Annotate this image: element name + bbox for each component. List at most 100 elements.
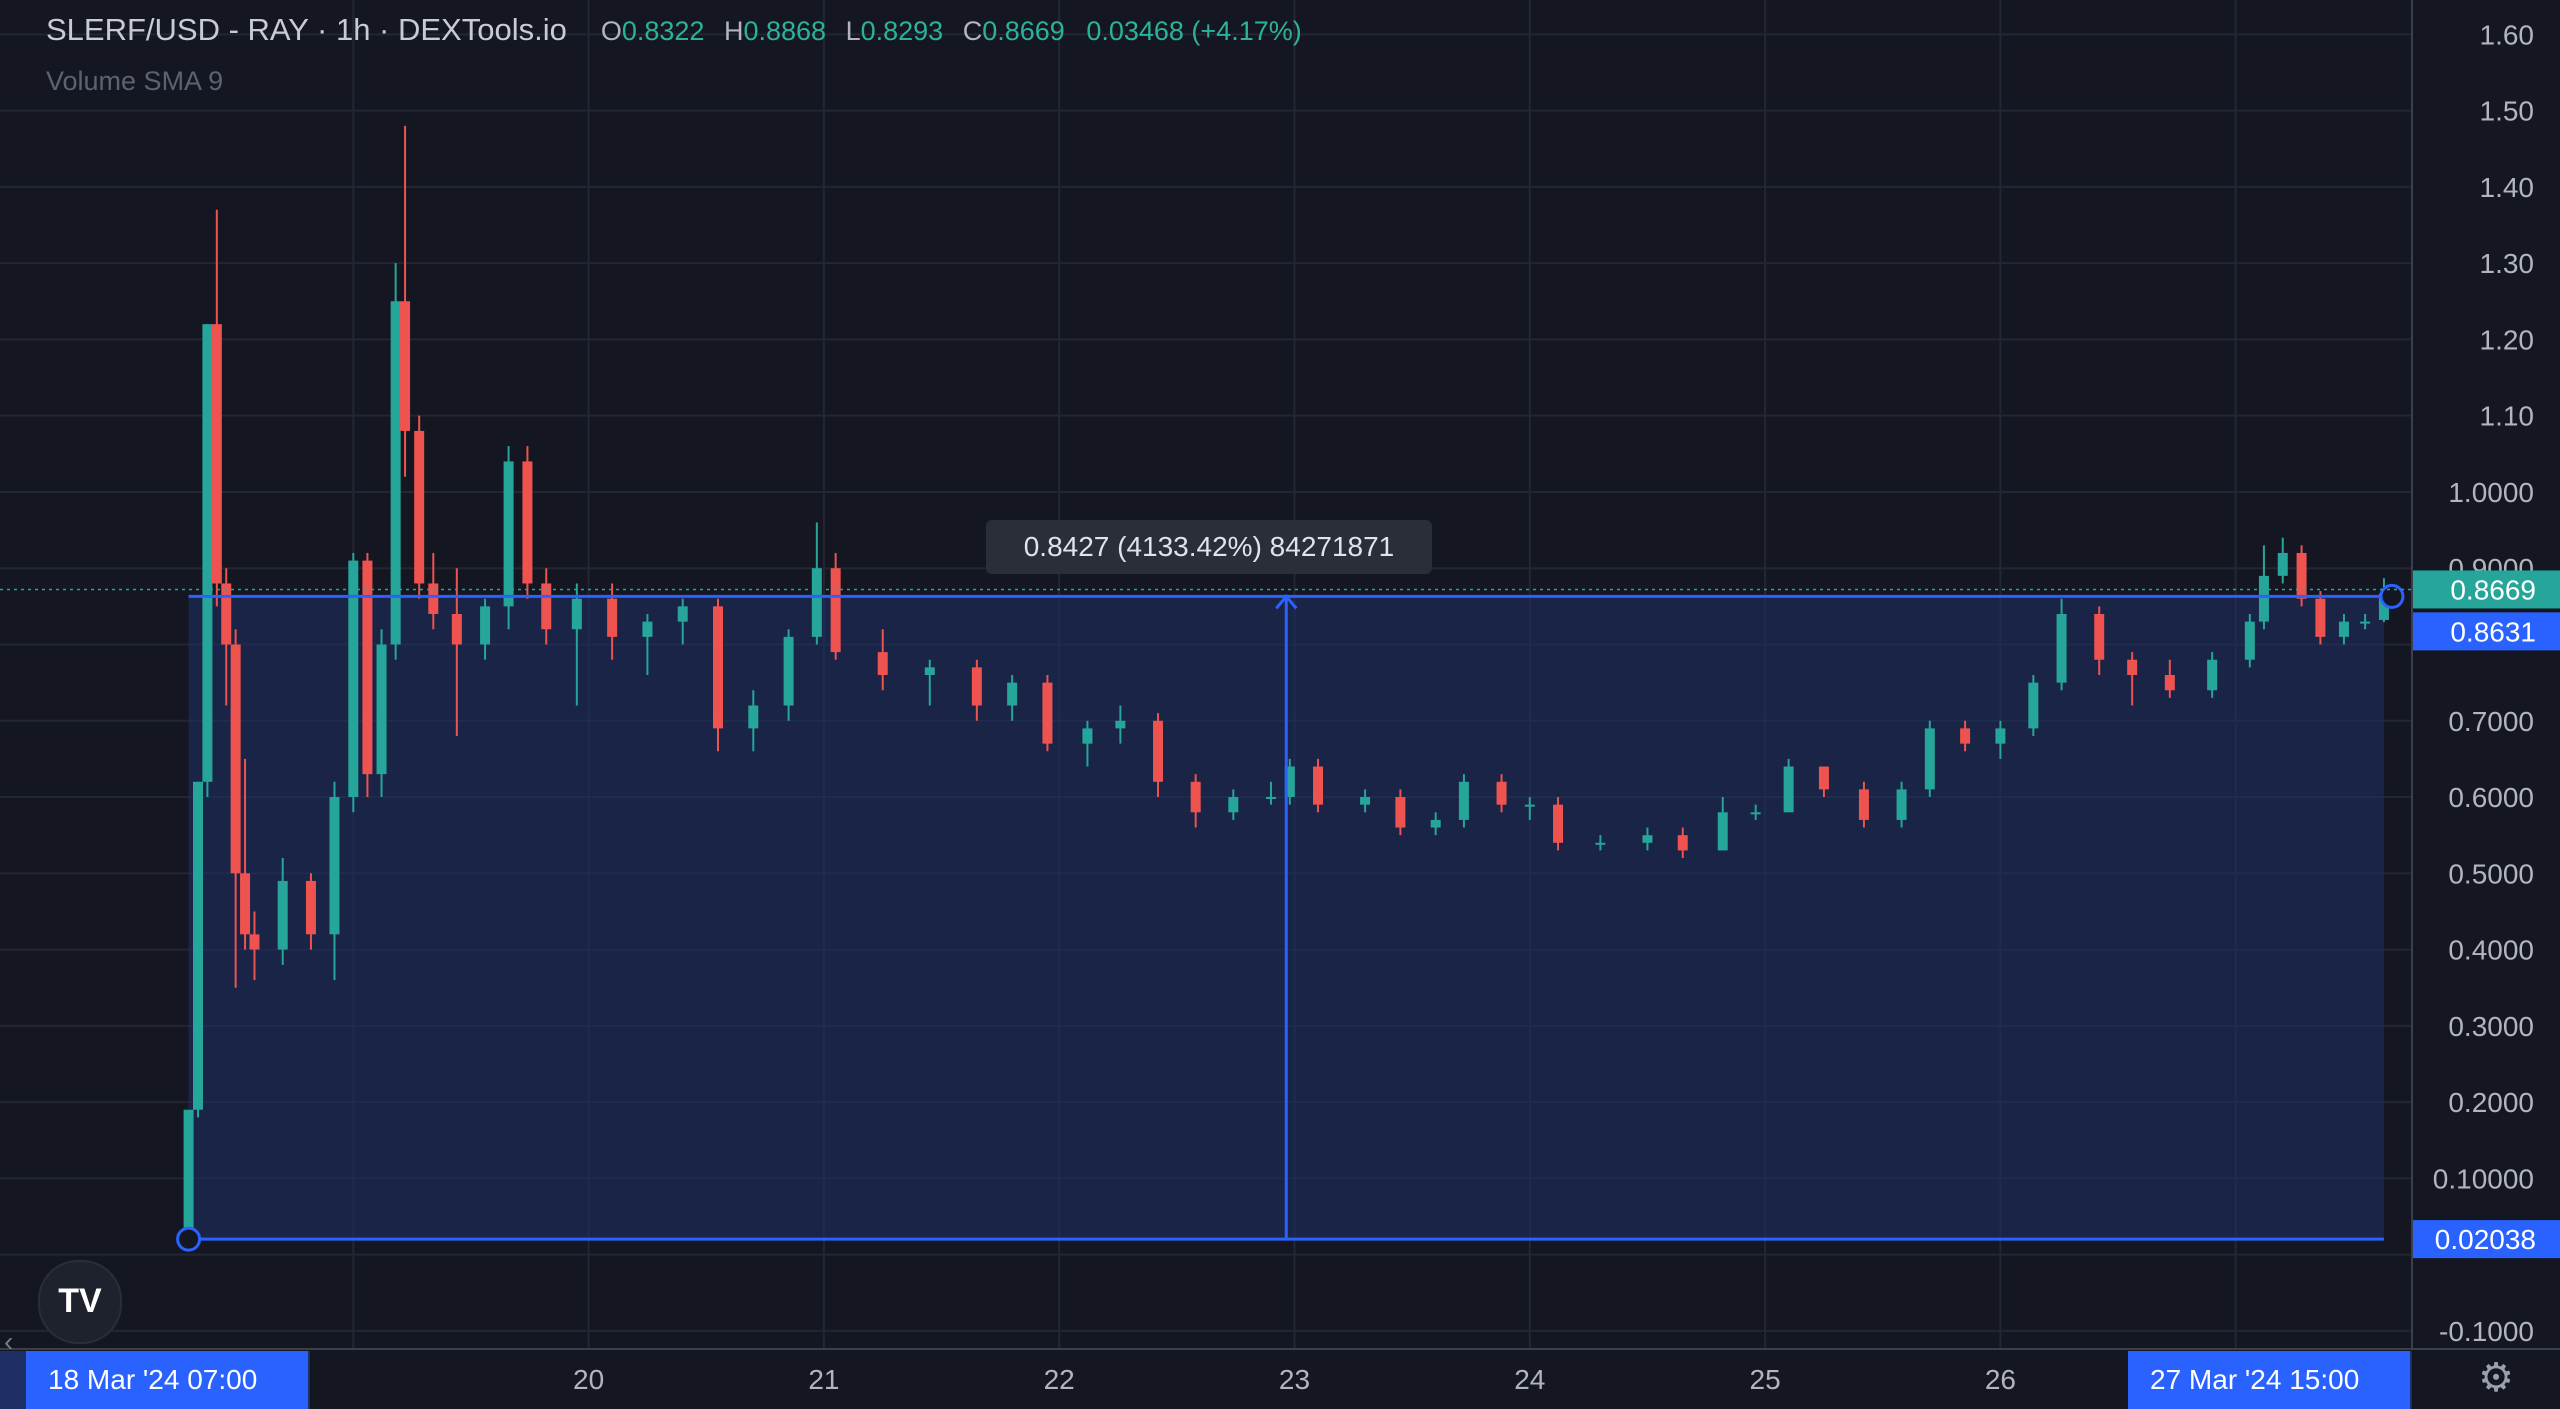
candle[interactable] — [2127, 652, 2138, 706]
candle[interactable] — [1313, 758, 1324, 813]
candle[interactable] — [1284, 758, 1295, 805]
candle[interactable] — [1818, 766, 1829, 798]
candle-body — [451, 613, 462, 645]
candle[interactable] — [1924, 720, 1935, 798]
candle[interactable] — [2207, 652, 2218, 698]
candle-body — [607, 598, 618, 637]
candle[interactable] — [2094, 606, 2105, 675]
candle[interactable] — [1524, 797, 1535, 820]
candle[interactable] — [522, 446, 533, 599]
candle[interactable] — [348, 552, 359, 813]
candle[interactable] — [277, 858, 288, 965]
candle[interactable] — [2164, 659, 2175, 698]
candle[interactable] — [1153, 713, 1164, 798]
candle[interactable] — [1458, 774, 1469, 828]
candle[interactable] — [783, 629, 794, 721]
candle[interactable] — [503, 446, 514, 630]
candle[interactable] — [376, 629, 387, 798]
candle[interactable] — [305, 873, 316, 950]
indicator-label[interactable]: Volume SMA 9 — [46, 66, 224, 96]
candle[interactable] — [713, 598, 724, 752]
candle[interactable] — [193, 781, 204, 1118]
candle[interactable] — [2244, 613, 2255, 668]
candle-body — [748, 705, 759, 729]
candle[interactable] — [1496, 774, 1507, 813]
candle[interactable] — [1360, 789, 1371, 813]
candle-body — [1082, 728, 1093, 744]
candle[interactable] — [642, 613, 653, 675]
candle-body — [2378, 593, 2389, 620]
candle-body — [1153, 720, 1164, 782]
candle[interactable] — [811, 522, 822, 645]
candle-body — [1190, 781, 1201, 813]
candle[interactable] — [1190, 774, 1201, 828]
candle[interactable] — [1896, 781, 1907, 828]
candle[interactable] — [211, 209, 222, 607]
candle[interactable] — [1007, 675, 1018, 721]
candle-body — [2056, 613, 2067, 683]
candle[interactable] — [1858, 781, 1869, 828]
candle[interactable] — [480, 598, 491, 660]
candle[interactable] — [877, 629, 888, 691]
candle[interactable] — [1430, 812, 1441, 836]
candle[interactable] — [329, 781, 340, 981]
candle[interactable] — [1042, 675, 1053, 752]
candle[interactable] — [221, 568, 232, 706]
candle[interactable] — [2028, 675, 2039, 737]
candle[interactable] — [748, 690, 759, 752]
candle[interactable] — [1717, 797, 1728, 851]
candle[interactable] — [249, 911, 260, 981]
measure-start-handle[interactable] — [176, 1226, 202, 1252]
candle[interactable] — [1642, 827, 1653, 851]
candle-body — [503, 461, 514, 607]
candle[interactable] — [2338, 613, 2349, 645]
candle[interactable] — [1595, 835, 1606, 851]
candle[interactable] — [400, 125, 411, 477]
candle[interactable] — [390, 263, 401, 660]
candle-body — [1265, 797, 1276, 800]
candle-body — [2127, 659, 2138, 675]
scroll-left-icon[interactable]: ‹ — [4, 1326, 14, 1357]
candle-body — [2296, 552, 2307, 599]
candle[interactable] — [362, 552, 373, 798]
candle[interactable] — [541, 568, 552, 645]
candle-body — [1007, 682, 1018, 706]
candle[interactable] — [1677, 827, 1688, 859]
candle[interactable] — [971, 659, 982, 721]
candle-body — [713, 606, 724, 729]
candle[interactable] — [571, 583, 582, 706]
candle[interactable] — [202, 324, 213, 798]
candle[interactable] — [677, 598, 688, 645]
candle[interactable] — [240, 758, 251, 950]
candle[interactable] — [1750, 804, 1761, 820]
price-tick-label: 0.5000 — [2448, 858, 2534, 889]
candle[interactable] — [2056, 598, 2067, 691]
time-tick-label: 26 — [1985, 1364, 2016, 1395]
candle[interactable] — [2258, 545, 2269, 630]
candle[interactable] — [924, 659, 935, 706]
candle[interactable] — [2315, 591, 2326, 645]
candle[interactable] — [1553, 797, 1564, 851]
tradingview-logo-icon[interactable]: TV — [38, 1260, 122, 1344]
candle[interactable] — [1995, 720, 2006, 759]
candle[interactable] — [1960, 720, 1971, 752]
candle[interactable] — [1082, 720, 1093, 767]
symbol-title[interactable]: SLERF/USD - RAY · 1h · DEXTools.io — [46, 12, 567, 47]
candle[interactable] — [183, 1109, 194, 1240]
candle[interactable] — [1228, 789, 1239, 820]
candle[interactable] — [230, 629, 241, 988]
candle[interactable] — [830, 552, 841, 660]
price-tick-label: 1.50 — [2480, 96, 2535, 127]
candle[interactable] — [2360, 613, 2371, 630]
candle[interactable] — [1115, 705, 1126, 744]
candle-body — [202, 324, 213, 782]
measure-end-handle[interactable] — [2379, 583, 2405, 609]
candle[interactable] — [1783, 758, 1794, 813]
candle[interactable] — [2277, 537, 2288, 584]
candle[interactable] — [1265, 781, 1276, 805]
candle[interactable] — [428, 552, 439, 630]
settings-gear-icon[interactable]: ⚙ — [2478, 1356, 2514, 1400]
candle[interactable] — [414, 415, 425, 599]
candle[interactable] — [1395, 789, 1406, 836]
